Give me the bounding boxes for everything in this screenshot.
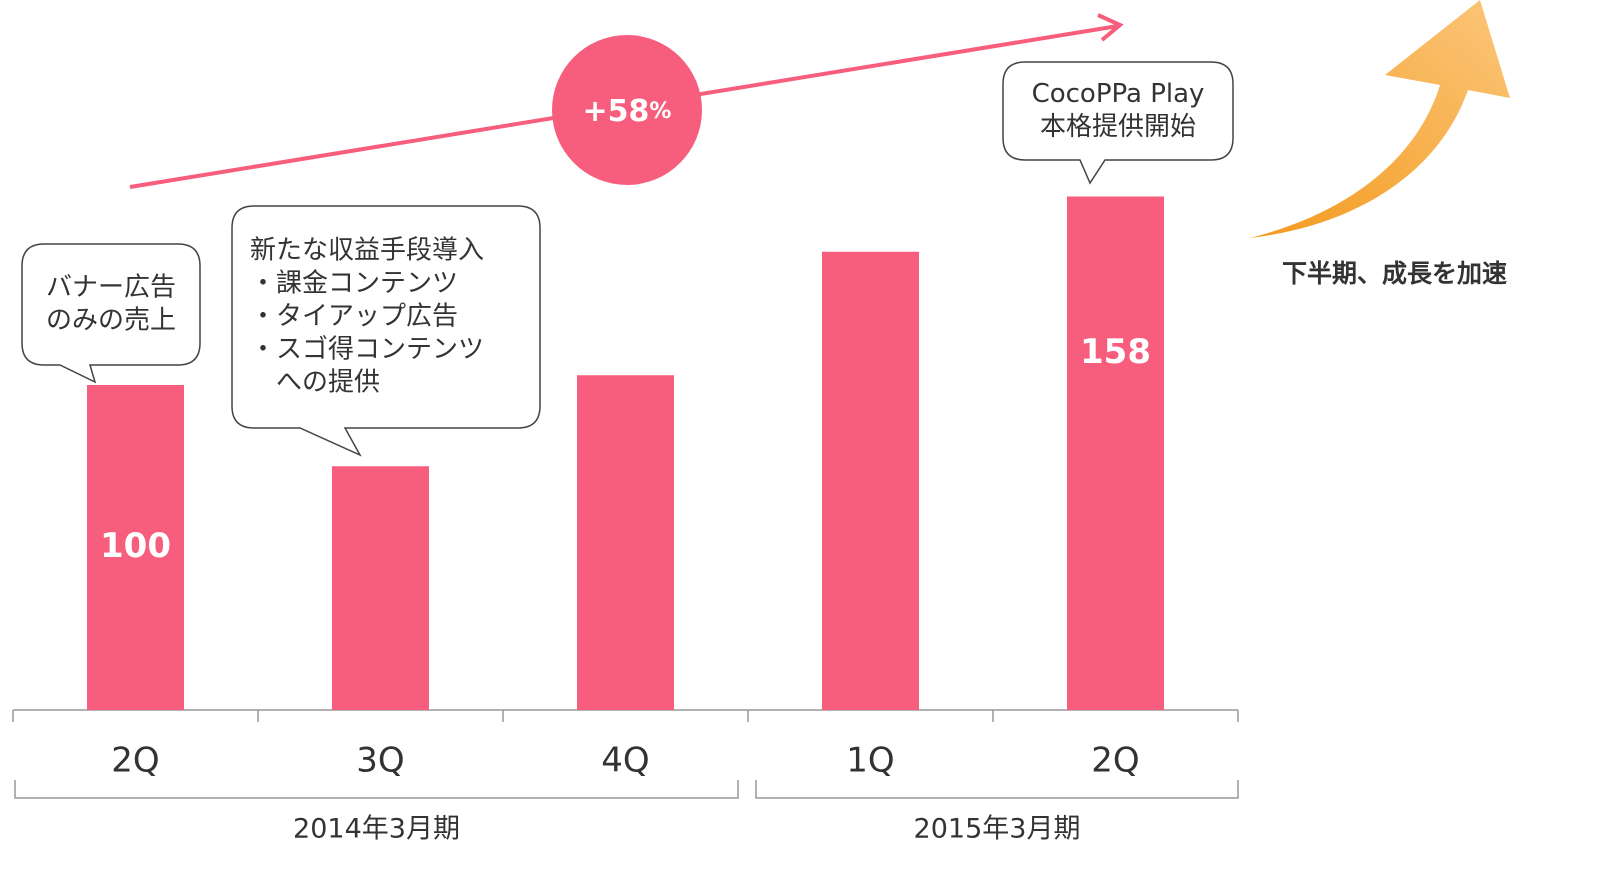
- chart: +58% 下半期、成長を加速 2Q 100 3Q 4Q 1Q 2Q 158 2014年3月期 2…: [0, 0, 1619, 872]
- growth-label: +58%: [583, 94, 672, 129]
- x-tick-label: 4Q: [601, 741, 649, 781]
- callout-text: への提供: [250, 368, 380, 398]
- growth-number: +58: [583, 94, 650, 129]
- bar: [822, 252, 919, 710]
- callout-text: 本格提供開始: [1040, 112, 1196, 142]
- group-bracket: [756, 780, 1238, 798]
- callout-text: のみの売上: [46, 306, 176, 336]
- growth-arrow: [1250, 0, 1510, 238]
- bar: [332, 466, 429, 710]
- group-bracket: [15, 780, 738, 798]
- growth-unit: %: [649, 99, 671, 124]
- x-tick-label: 1Q: [846, 741, 894, 781]
- callout-text: ・スゴ得コンテンツ: [250, 335, 484, 365]
- x-tick-label: 3Q: [356, 741, 404, 781]
- callout-text: ・課金コンテンツ: [250, 269, 458, 299]
- callout-text: CocoPPa Play: [1032, 79, 1205, 109]
- value-label: 100: [100, 526, 171, 566]
- callout-text: ・タイアップ広告: [250, 302, 458, 332]
- side-note: 下半期、成長を加速: [1282, 259, 1507, 288]
- x-tick-label: 2Q: [111, 741, 159, 781]
- bar: [577, 375, 674, 710]
- value-label: 158: [1080, 332, 1151, 372]
- group-label: 2015年3月期: [914, 814, 1081, 845]
- callout-text: バナー広告: [46, 273, 176, 303]
- group-label: 2014年3月期: [293, 814, 460, 845]
- callout-text: 新たな収益手段導入: [250, 236, 484, 266]
- bar: [1067, 197, 1164, 711]
- x-tick-label: 2Q: [1091, 741, 1139, 781]
